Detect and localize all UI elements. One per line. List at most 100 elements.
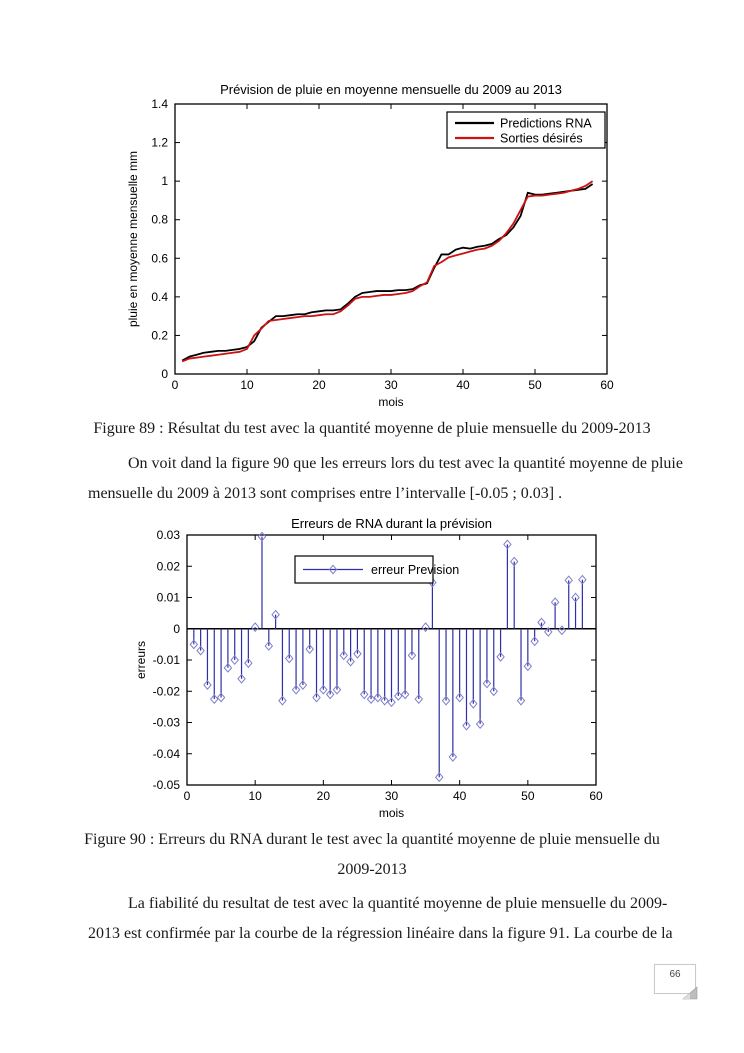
stem-marker-diamond: [482, 678, 492, 689]
page-curl-icon: [682, 986, 698, 1000]
y-tick-label: 0.03: [157, 528, 181, 542]
figure89-line-chart: 0 10 20 30 40 50 60 0 0.2 0.4 0.6 0.8 1 1.2 1.4 Prévisi…: [126, 82, 614, 409]
y-tick-label: 0.4: [151, 290, 168, 304]
y-tick-label: 1.4: [151, 97, 168, 111]
x-tick-label: 20: [317, 789, 331, 803]
stem-marker-diamond: [434, 772, 444, 783]
y-axis-label: pluie en moyenne mensuelle mm: [126, 151, 140, 327]
stem-marker-diamond: [489, 686, 499, 697]
stem-marker-diamond: [564, 575, 573, 586]
x-tick-label: 50: [521, 789, 535, 803]
paragraph-1-line-2: mensuelle du 2009 à 2013 sont comprises …: [88, 485, 563, 502]
stem-marker-diamond: [537, 617, 546, 628]
y-tick-label: 0.6: [151, 251, 168, 265]
stem-marker-diamond: [328, 564, 338, 575]
stem-marker-diamond: [503, 539, 512, 550]
stem-marker-diamond: [250, 622, 260, 633]
series-line-1: [181, 180, 594, 363]
legend-label: Sorties désirés: [500, 132, 583, 146]
stem-marker-diamond: [557, 625, 567, 636]
figure90-stem-chart: 0 10 20 30 40 50 60 -0.05 -0.04 -0.03 -0.02 -0.01 0 0…: [134, 516, 603, 820]
stem-marker-diamond: [366, 694, 376, 705]
paragraph-1-line-1: On voit dand la figure 90 que les erreur…: [128, 455, 683, 472]
x-tick-label: 0: [184, 789, 191, 803]
x-tick-label: 40: [453, 789, 467, 803]
stem-marker-diamond: [373, 692, 383, 703]
page-number-annotation[interactable]: 66: [654, 964, 698, 1000]
stem-marker-diamond: [441, 695, 451, 706]
y-tick-label: 0: [161, 367, 168, 381]
x-tick-label: 20: [312, 378, 326, 392]
stem-marker-diamond: [359, 689, 369, 700]
x-tick-label: 50: [528, 378, 542, 392]
stem-marker-diamond: [332, 684, 342, 695]
stem-marker-diamond: [523, 661, 533, 672]
x-tick-label: 60: [589, 789, 603, 803]
legend-box: [446, 111, 606, 149]
stem-marker-diamond: [346, 656, 355, 667]
stem-marker-diamond: [380, 695, 389, 706]
stem-marker-diamond: [469, 698, 478, 709]
x-tick-label: 30: [384, 378, 398, 392]
y-tick-label: -0.03: [153, 716, 181, 730]
stem-marker-diamond: [455, 692, 464, 703]
stem-marker-diamond: [210, 694, 219, 705]
stem-marker-diamond: [237, 673, 246, 684]
stem-marker-diamond: [291, 684, 301, 695]
paragraph-2: La fiabilité du resultat de test avec la…: [88, 889, 688, 949]
stem-marker-diamond: [319, 684, 328, 695]
chart-title: Prévision de pluie en moyenne mensuelle …: [220, 82, 562, 97]
y-tick-label: -0.04: [153, 747, 181, 761]
x-tick-label: 40: [456, 378, 470, 392]
x-tick-label: 10: [248, 789, 262, 803]
stem-marker-diamond: [544, 626, 553, 637]
stem-marker-diamond: [305, 644, 314, 655]
stem-marker-diamond: [203, 680, 212, 690]
x-axis-label: mois: [379, 806, 404, 820]
stem-marker-diamond: [223, 662, 233, 673]
y-tick-label: 1: [161, 174, 168, 188]
figure89-caption: Figure 89 : Résultat du test avec la qua…: [93, 420, 651, 437]
stem-marker-diamond: [462, 720, 471, 731]
legend-label: Predictions RNA: [500, 117, 592, 131]
stem-marker-diamond: [387, 697, 396, 708]
stem-marker-diamond: [530, 636, 539, 647]
page-number: 66: [669, 969, 681, 980]
x-tick-label: 0: [172, 378, 179, 392]
stem-marker-diamond: [196, 645, 205, 656]
figure90-caption-line-1: Figure 90 : Erreurs du RNA durant le tes…: [84, 831, 660, 848]
stem-marker-diamond: [407, 650, 417, 661]
stem-marker-diamond: [284, 653, 294, 664]
stem-marker-diamond: [264, 640, 274, 651]
stem-marker-diamond: [571, 592, 580, 603]
y-tick-label: 0.02: [157, 559, 181, 573]
stem-marker-diamond: [339, 650, 349, 661]
stem-marker-diamond: [257, 531, 267, 542]
legend-label: erreur Prevision: [371, 563, 459, 577]
x-tick-label: 60: [600, 378, 614, 392]
y-tick-label: -0.02: [153, 684, 181, 698]
stem-marker-diamond: [189, 639, 199, 650]
stem-marker-diamond: [216, 692, 226, 703]
stem-marker-diamond: [230, 655, 239, 665]
stem-marker-diamond: [516, 695, 526, 706]
stem-marker-diamond: [578, 574, 587, 585]
stem-marker-diamond: [244, 658, 253, 669]
stem-marker-diamond: [278, 695, 287, 706]
x-tick-label: 30: [385, 789, 399, 803]
y-tick-label: -0.01: [153, 653, 181, 667]
stem-marker-diamond: [414, 694, 424, 705]
figure90-caption: Figure 90 : Erreurs du RNA durant le tes…: [72, 825, 672, 885]
stem-marker-diamond: [353, 648, 362, 659]
stem-marker-diamond: [325, 689, 335, 700]
y-tick-label: -0.05: [153, 778, 181, 792]
stem-marker-diamond: [394, 690, 403, 701]
x-tick-label: 10: [240, 378, 254, 392]
stem-marker-diamond: [312, 692, 321, 703]
y-tick-label: 0.2: [151, 328, 168, 342]
chart-title: Erreurs de RNA durant la prévision: [291, 516, 492, 531]
stem-marker-diamond: [400, 689, 410, 700]
y-axis-label: erreurs: [134, 641, 148, 679]
stem-marker-diamond: [475, 719, 485, 730]
